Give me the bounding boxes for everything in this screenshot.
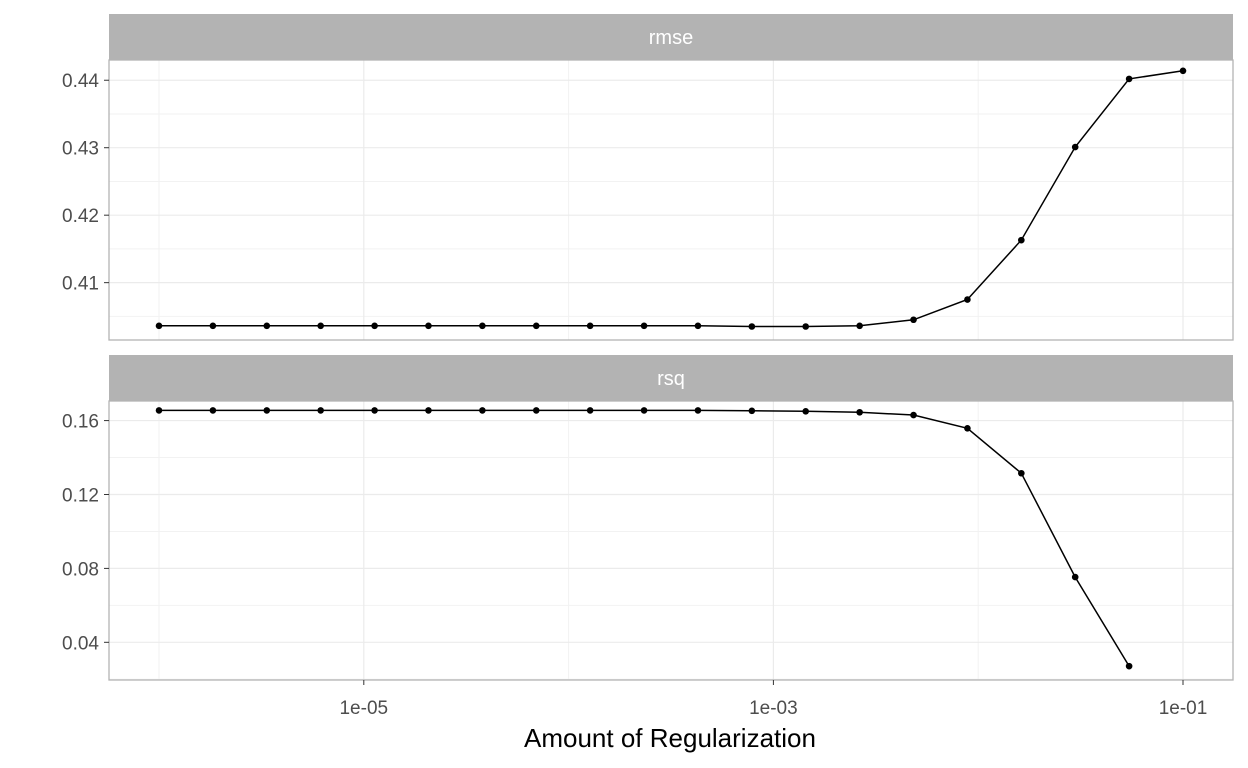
data-point-rmse xyxy=(425,322,432,330)
data-point-rsq xyxy=(317,407,324,414)
y-tick-label: 0.41 xyxy=(62,274,99,295)
data-point-rmse xyxy=(1179,67,1187,75)
x-tick-label: 1e-01 xyxy=(1159,698,1208,719)
data-point-rsq xyxy=(371,407,378,414)
data-point-rsq xyxy=(263,407,271,414)
facet-strip xyxy=(109,355,1233,401)
y-tick-label: 0.08 xyxy=(62,559,99,580)
y-tick-label: 0.04 xyxy=(62,633,99,654)
data-point-rmse xyxy=(371,322,378,330)
facet-panel-rsq: rsq 0.04 0.08 0.12 0.16 xyxy=(62,355,1234,681)
facet-strip-label: rsq xyxy=(657,368,685,390)
data-point-rsq xyxy=(425,407,432,414)
y-tick-label: 0.16 xyxy=(62,412,99,433)
facet-panel-rmse: rmse 0.41 0.42 0.43 0.44 xyxy=(62,14,1234,341)
y-tick-label: 0.42 xyxy=(62,206,99,227)
data-point-rmse xyxy=(748,323,756,330)
series-line-rmse xyxy=(159,70,1184,328)
x-tick-label: 1e-03 xyxy=(749,698,798,719)
facet-strip-label: rmse xyxy=(649,27,693,49)
panel-background xyxy=(109,401,1233,680)
data-point-rmse xyxy=(532,322,540,330)
data-point-rmse xyxy=(694,322,702,330)
data-point-rmse xyxy=(1125,75,1133,83)
x-axis-title: Amount of Regularization xyxy=(524,723,816,753)
data-point-rsq xyxy=(209,407,217,414)
data-point-rmse xyxy=(586,322,594,330)
data-point-rmse xyxy=(209,322,217,330)
data-point-rsq xyxy=(532,407,540,414)
data-point-rmse xyxy=(802,323,810,330)
data-point-rsq xyxy=(586,407,594,414)
y-tick-label: 0.12 xyxy=(62,485,99,506)
data-point-rsq xyxy=(1018,469,1025,477)
data-point-rmse xyxy=(964,296,971,303)
data-point-rsq xyxy=(856,408,863,416)
data-point-rsq xyxy=(155,407,163,414)
x-tick-label: 1e-05 xyxy=(339,698,388,719)
facet-panels: rmse 0.41 0.42 0.43 0.44 rsq 0.04 0.08 0.12 0.16 xyxy=(62,14,1234,681)
data-point-rsq xyxy=(694,407,702,414)
x-axis: 1e-05 1e-03 1e-01 xyxy=(339,680,1207,719)
data-point-rsq xyxy=(1071,573,1079,581)
data-point-rmse xyxy=(479,322,486,330)
data-point-rsq xyxy=(748,407,756,415)
data-point-rmse xyxy=(856,322,863,330)
data-point-rmse xyxy=(263,322,271,330)
data-point-rmse xyxy=(640,322,648,330)
data-point-rmse xyxy=(910,316,917,324)
data-point-rsq xyxy=(964,425,971,432)
data-point-rmse xyxy=(1071,143,1079,151)
y-tick-label: 0.44 xyxy=(62,71,99,92)
data-point-rsq xyxy=(910,411,917,419)
y-tick-label: 0.43 xyxy=(62,139,99,160)
data-point-rsq xyxy=(640,407,648,414)
data-point-rmse xyxy=(317,322,324,330)
facet-strip xyxy=(109,14,1233,60)
data-point-rsq xyxy=(802,408,810,415)
data-point-rmse xyxy=(155,322,163,330)
panel-background xyxy=(109,60,1233,340)
data-point-rsq xyxy=(479,407,486,414)
data-point-rmse xyxy=(1018,236,1025,244)
data-point-rsq xyxy=(1125,662,1133,670)
